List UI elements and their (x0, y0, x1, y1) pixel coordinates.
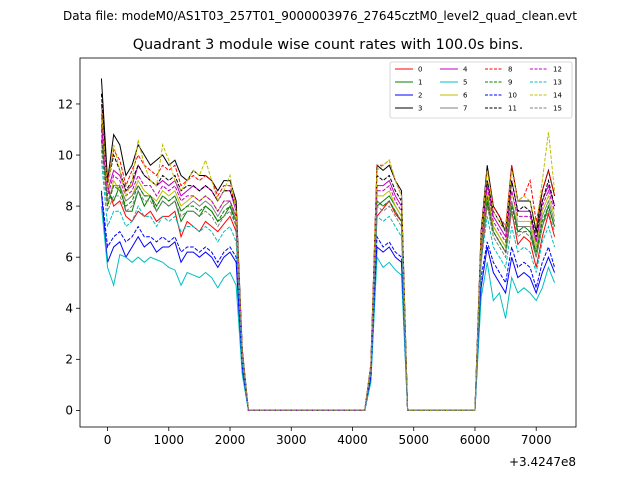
plot-area-frame (79, 57, 577, 428)
y-tick-label: 2 (65, 353, 73, 367)
x-axis-offset-label: +3.4247e8 (509, 455, 576, 469)
x-tick-label: 6000 (460, 433, 491, 447)
series-line-15 (100, 149, 556, 411)
legend-label-14: 14 (553, 92, 562, 100)
chart-title: Quadrant 3 module wise count rates with … (133, 37, 524, 53)
legend-label-5: 5 (463, 79, 467, 87)
x-tick-label: 1000 (154, 433, 185, 447)
series-line-5 (100, 206, 556, 411)
series-line-10 (100, 190, 556, 411)
series-line-8 (100, 114, 556, 411)
legend-label-10: 10 (508, 92, 517, 100)
legend-label-6: 6 (463, 92, 468, 100)
legend-label-11: 11 (508, 105, 517, 113)
y-axis: 0 2 4 6 8 10 12 (58, 97, 80, 418)
legend-label-3: 3 (418, 105, 422, 113)
x-tick-label: 5000 (398, 433, 429, 447)
x-tick-label: 4000 (337, 433, 368, 447)
legend-label-2: 2 (418, 92, 422, 100)
legend-label-15: 15 (553, 105, 562, 113)
legend-label-12: 12 (553, 66, 562, 74)
legend-label-8: 8 (508, 66, 512, 74)
legend-label-13: 13 (553, 79, 562, 87)
legend-label-9: 9 (508, 79, 512, 87)
legend-label-4: 4 (463, 66, 468, 74)
series-line-13 (100, 160, 556, 411)
series-layer (100, 78, 556, 411)
legend-frame (389, 61, 573, 119)
y-tick-label: 0 (65, 404, 73, 418)
legend-label-1: 1 (418, 79, 422, 87)
figure-suptitle: Data file: modeM0/AS1T03_257T01_90000039… (63, 9, 577, 23)
legend-label-0: 0 (418, 66, 422, 74)
x-axis: 0 1000 2000 3000 4000 5000 6000 7000 (104, 427, 552, 447)
x-tick-label: 7000 (521, 433, 552, 447)
series-line-12 (100, 129, 556, 411)
y-tick-label: 8 (65, 199, 73, 213)
legend-label-7: 7 (463, 105, 467, 113)
x-tick-label: 2000 (215, 433, 246, 447)
y-tick-label: 6 (65, 250, 73, 264)
x-tick-label: 3000 (276, 433, 307, 447)
y-tick-label: 4 (65, 302, 73, 316)
y-tick-label: 10 (58, 148, 73, 162)
x-tick-label: 0 (104, 433, 112, 447)
y-tick-label: 12 (58, 97, 73, 111)
